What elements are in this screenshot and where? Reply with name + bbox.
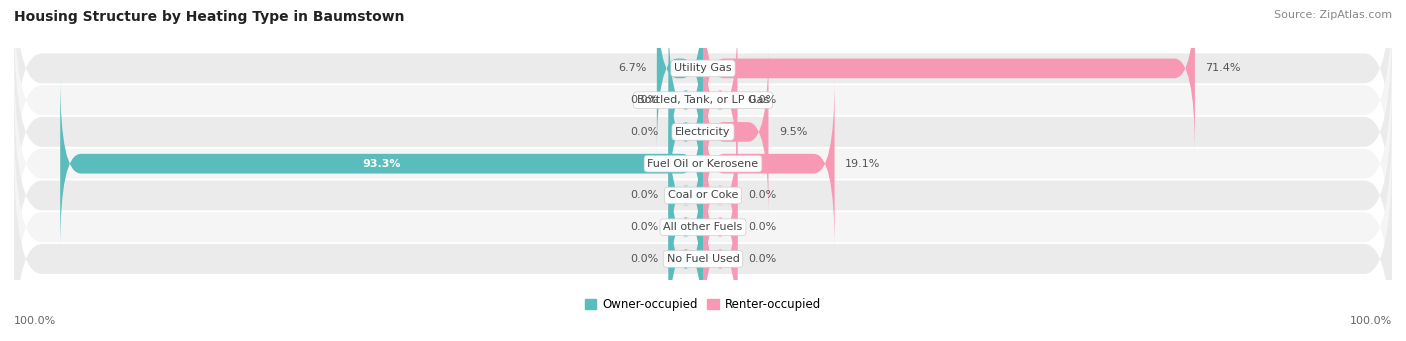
Text: 0.0%: 0.0% bbox=[748, 190, 776, 201]
FancyBboxPatch shape bbox=[669, 15, 703, 186]
Text: Housing Structure by Heating Type in Baumstown: Housing Structure by Heating Type in Bau… bbox=[14, 10, 405, 24]
FancyBboxPatch shape bbox=[14, 115, 1392, 339]
Text: 19.1%: 19.1% bbox=[845, 159, 880, 169]
FancyBboxPatch shape bbox=[703, 110, 738, 281]
FancyBboxPatch shape bbox=[703, 0, 1195, 154]
Text: Source: ZipAtlas.com: Source: ZipAtlas.com bbox=[1274, 10, 1392, 20]
Text: 0.0%: 0.0% bbox=[630, 222, 658, 232]
FancyBboxPatch shape bbox=[669, 142, 703, 313]
FancyBboxPatch shape bbox=[703, 142, 738, 313]
FancyBboxPatch shape bbox=[14, 51, 1392, 276]
Text: Coal or Coke: Coal or Coke bbox=[668, 190, 738, 201]
Text: 0.0%: 0.0% bbox=[748, 254, 776, 264]
FancyBboxPatch shape bbox=[60, 78, 703, 249]
FancyBboxPatch shape bbox=[703, 78, 835, 249]
Text: Electricity: Electricity bbox=[675, 127, 731, 137]
FancyBboxPatch shape bbox=[14, 0, 1392, 180]
Text: Utility Gas: Utility Gas bbox=[675, 63, 731, 73]
Text: 100.0%: 100.0% bbox=[14, 315, 56, 326]
FancyBboxPatch shape bbox=[669, 110, 703, 281]
FancyBboxPatch shape bbox=[669, 174, 703, 341]
Text: All other Fuels: All other Fuels bbox=[664, 222, 742, 232]
FancyBboxPatch shape bbox=[14, 20, 1392, 244]
Text: 0.0%: 0.0% bbox=[630, 95, 658, 105]
Text: Fuel Oil or Kerosene: Fuel Oil or Kerosene bbox=[647, 159, 759, 169]
Text: 0.0%: 0.0% bbox=[748, 95, 776, 105]
Text: 0.0%: 0.0% bbox=[630, 254, 658, 264]
Text: 0.0%: 0.0% bbox=[748, 222, 776, 232]
Text: 0.0%: 0.0% bbox=[630, 127, 658, 137]
FancyBboxPatch shape bbox=[14, 147, 1392, 341]
FancyBboxPatch shape bbox=[14, 83, 1392, 308]
Text: 0.0%: 0.0% bbox=[630, 190, 658, 201]
Text: 9.5%: 9.5% bbox=[779, 127, 807, 137]
Text: No Fuel Used: No Fuel Used bbox=[666, 254, 740, 264]
Legend: Owner-occupied, Renter-occupied: Owner-occupied, Renter-occupied bbox=[579, 293, 827, 315]
Text: 100.0%: 100.0% bbox=[1350, 315, 1392, 326]
FancyBboxPatch shape bbox=[14, 0, 1392, 212]
Text: Bottled, Tank, or LP Gas: Bottled, Tank, or LP Gas bbox=[637, 95, 769, 105]
Text: 6.7%: 6.7% bbox=[619, 63, 647, 73]
FancyBboxPatch shape bbox=[669, 46, 703, 217]
FancyBboxPatch shape bbox=[703, 46, 769, 217]
Text: 93.3%: 93.3% bbox=[363, 159, 401, 169]
FancyBboxPatch shape bbox=[703, 15, 738, 186]
Text: 71.4%: 71.4% bbox=[1205, 63, 1240, 73]
FancyBboxPatch shape bbox=[657, 0, 703, 154]
FancyBboxPatch shape bbox=[703, 174, 738, 341]
